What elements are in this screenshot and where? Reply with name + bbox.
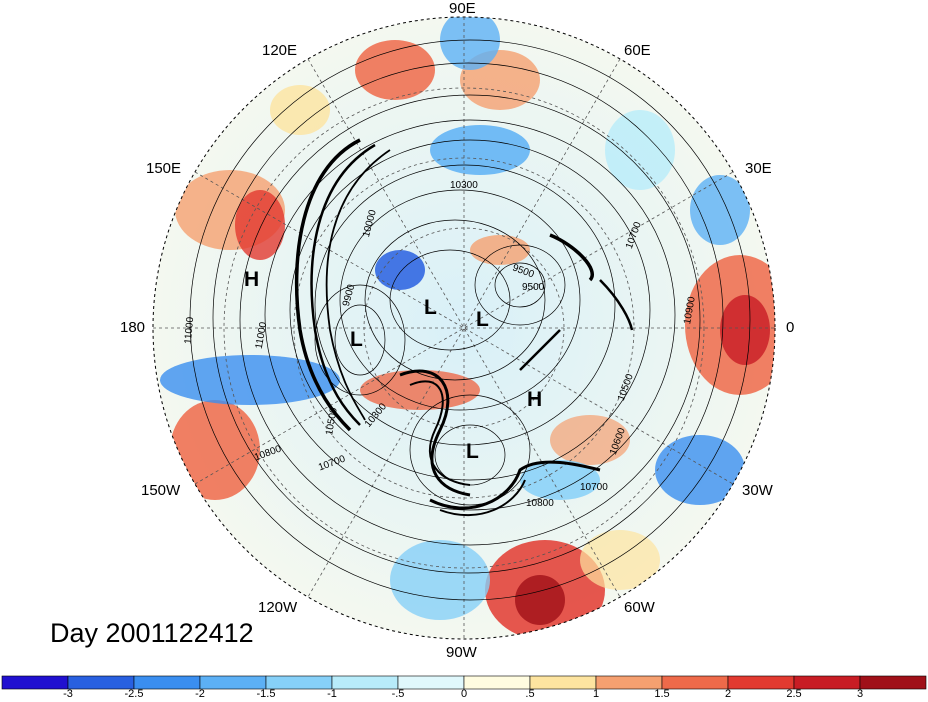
lon-label-120e: 120E [262, 42, 298, 59]
low-pressure-center: L [424, 296, 437, 319]
high-pressure-center: H [527, 388, 543, 411]
lon-label-120w: 120W [258, 599, 298, 616]
lon-label-60e: 60E [624, 42, 651, 59]
colorbar [1, 675, 927, 690]
lon-label-60w: 60W [624, 599, 655, 616]
lon-label-90e: 90E [449, 0, 476, 17]
colorbar-tick: -2 [195, 688, 205, 700]
graticule [153, 17, 775, 639]
colorbar-tick: -.5 [391, 688, 405, 700]
lon-label-150w: 150W [141, 482, 181, 499]
low-pressure-center: L [466, 440, 479, 463]
lon-label-150e: 150E [146, 160, 182, 177]
colorbar-tick: 1.5 [654, 688, 670, 700]
colorbar-tick: 0 [460, 688, 468, 700]
colorbar-tick: .5 [525, 688, 535, 700]
contour-label: 10300 [450, 180, 478, 191]
colorbar-tick: 1 [592, 688, 600, 700]
colorbar-tick: 3 [856, 688, 864, 700]
colorbar-tick: -2.5 [124, 688, 144, 700]
anomaly-shading [153, 17, 775, 639]
colorbar-tick: -1 [327, 688, 337, 700]
contour-label: 10800 [526, 498, 554, 509]
colorbar-tick: -1.5 [256, 688, 276, 700]
low-pressure-center: L [350, 328, 363, 351]
lon-label-30w: 30W [742, 482, 773, 499]
lon-label-30e: 30E [745, 160, 772, 177]
high-pressure-center: H [244, 268, 260, 291]
colorbar-tick: 2.5 [786, 688, 802, 700]
lon-label-180: 180 [120, 319, 146, 336]
low-pressure-center: L [476, 308, 489, 331]
colorbar-tick: -3 [63, 688, 73, 700]
contour-label: 10700 [580, 482, 608, 493]
colorbar-tick: 2 [724, 688, 732, 700]
map-title: Day 2001122412 [50, 618, 254, 648]
contour-label: 9500 [522, 282, 545, 293]
height-contours [189, 39, 751, 601]
lon-label-90w: 90W [446, 644, 477, 661]
lon-label-0: 0 [786, 319, 795, 336]
contour-label: 11000 [182, 316, 197, 345]
